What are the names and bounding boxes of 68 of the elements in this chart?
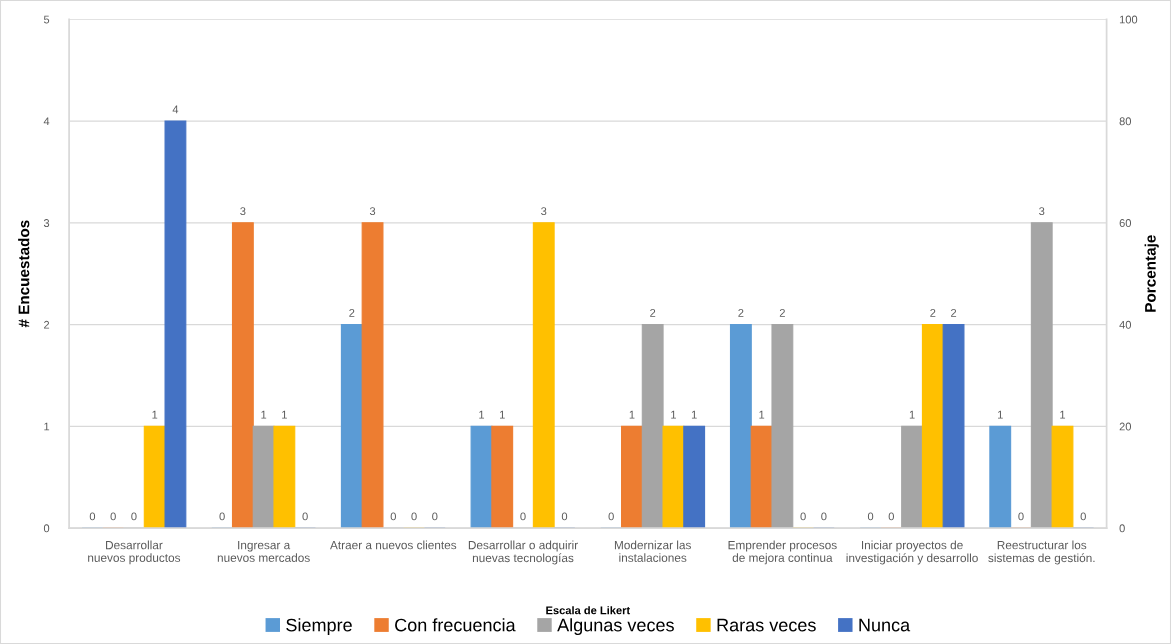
x-tick-label: Reestructurar los sistemas de gestión. [988,540,1095,565]
data-label: 1 [998,410,1003,419]
data-label: 0 [302,512,308,521]
data-label: 1 [909,410,915,419]
legend-label: Con frecuencia [395,618,516,632]
data-label: 2 [349,308,355,317]
y2-tick-label: 40 [1119,320,1132,329]
data-label: 3 [1039,207,1045,216]
data-label: 1 [691,410,697,419]
data-label: 0 [1018,512,1024,521]
data-label: 0 [411,512,417,521]
data-label: 2 [951,308,957,317]
x-tick-label: Iniciar proyectos de investigación y desarrollo [846,540,978,565]
data-label: 2 [930,308,936,317]
data-label: 0 [1080,512,1086,521]
data-label: 0 [520,512,526,521]
x-tick-label: Emprender procesos de mejora continua [728,540,837,565]
legend-label: Algunas veces [557,618,674,636]
data-label: 1 [671,410,676,419]
legend-label: Nunca [859,618,911,632]
legend-label: Raras veces [717,618,816,632]
data-label: 0 [561,512,568,521]
data-label: 1 [152,410,158,419]
data-label: 0 [219,512,225,521]
x-axis-title: Escala de Likert [546,606,631,615]
data-label: 0 [432,512,438,521]
data-label: 4 [172,105,179,114]
data-label: 1 [479,410,485,419]
data-label: 3 [369,207,376,216]
data-label: 0 [867,512,874,521]
data-label: 1 [1060,410,1066,419]
x-tick-label: Desarrollar nuevos productos [88,540,181,565]
y-tick-label: 3 [43,219,50,227]
data-label: 0 [89,512,96,521]
x-tick-label: Atraer a nuevos clientes [330,540,457,550]
data-label: 1 [282,410,287,419]
y2-tick-label: 20 [1119,422,1132,431]
data-label: 2 [650,308,656,317]
y-tick-label: 1 [44,422,50,431]
data-label: 0 [608,512,614,521]
data-label: 0 [131,512,137,521]
data-label: 2 [738,308,744,317]
data-label: 0 [800,512,806,521]
data-label: 1 [500,410,505,419]
x-tick-label: Desarrollar o adquirir nuevas tecnologías [468,540,578,565]
data-label: 0 [821,512,827,521]
x-tick-label: Ingresar a nuevos mercados [217,541,310,562]
y2-tick-label: 80 [1119,117,1132,126]
data-label: 1 [261,410,267,419]
y-tick-label: 4 [43,117,50,126]
data-label: 0 [390,512,396,521]
y2-tick-label: 100 [1119,15,1138,24]
data-label: 0 [110,512,116,521]
data-label: 3 [541,207,547,216]
y2-tick-label: 0 [1119,524,1125,533]
legend-label: Siempre [286,618,352,636]
y2-tick-label: 60 [1119,219,1132,227]
data-label: 1 [629,410,635,419]
y-axis-title: # Encuestados [18,220,30,328]
y-tick-label: 0 [43,524,50,533]
y2-axis-title: Porcentaje [1144,235,1159,312]
y-tick-label: 5 [43,15,50,24]
data-label: 2 [779,308,785,317]
y-tick-label: 2 [44,320,50,329]
data-label: 3 [240,207,246,216]
data-label: 1 [759,410,765,419]
x-tick-label: Modernizar las instalaciones [614,540,691,562]
data-label: 0 [888,512,894,521]
